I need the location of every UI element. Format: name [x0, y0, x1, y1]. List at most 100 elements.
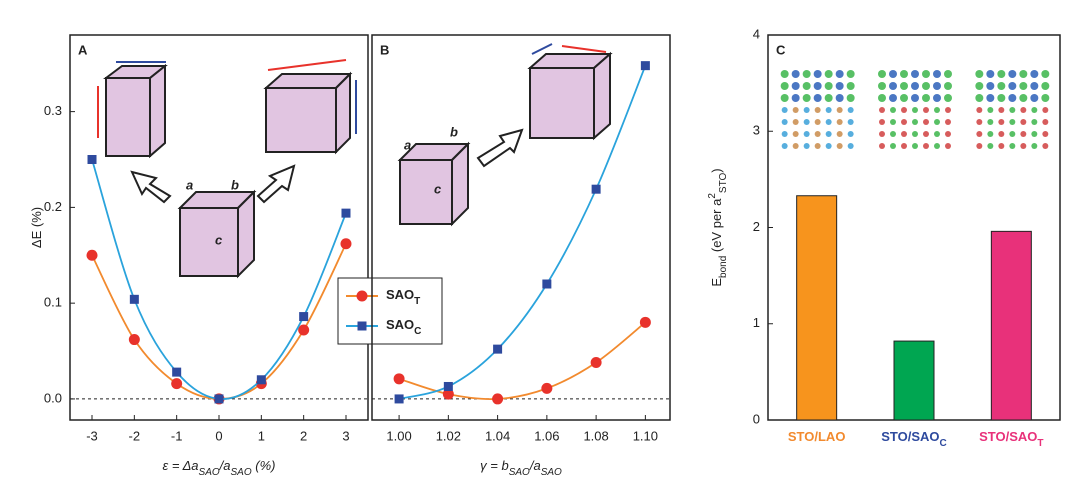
crystal-atom [1041, 70, 1050, 78]
x-axis-label-part: /a [219, 458, 231, 473]
x-tick-label: 3 [342, 428, 349, 443]
data-point [541, 382, 553, 394]
x-tick-label: -2 [129, 428, 141, 443]
crystal-atom [824, 94, 833, 102]
crystal-atom [879, 107, 885, 113]
crystal-atom [997, 82, 1006, 90]
crystal-atom [976, 119, 983, 125]
legend-name: SAO [386, 317, 414, 332]
crystal-atom [824, 70, 833, 78]
data-point [393, 373, 405, 385]
crystal-atom [781, 131, 788, 137]
y-axis-label-part: STO [718, 172, 729, 193]
crystal-atom [835, 94, 844, 102]
category-part: STO/LAO [788, 429, 846, 444]
x-tick-label: 0 [215, 428, 222, 443]
crystal-atom [987, 107, 994, 113]
crystal-atom [1042, 143, 1049, 149]
crystal-atom [890, 107, 896, 113]
crystal-atom [792, 119, 799, 125]
crystal-atom [890, 119, 896, 125]
legend-label: SAOT [386, 287, 420, 307]
crystal-atom [780, 70, 789, 78]
panel-label: A [78, 42, 88, 57]
x-axis-label-part: /a [529, 458, 541, 473]
data-point [86, 249, 98, 261]
y-tick-label: 0.1 [44, 295, 62, 310]
crystal-atom [836, 143, 843, 149]
crystal-atom [878, 82, 886, 90]
crystal-atom [803, 107, 810, 113]
category-part: STO/SAO [881, 429, 939, 444]
crystal-atom [975, 82, 984, 90]
crystal-atom [901, 107, 907, 113]
bar [893, 340, 935, 421]
crystal-atom [998, 143, 1005, 149]
crystal-atom [1042, 131, 1049, 137]
crystal-atom [944, 82, 952, 90]
data-point [493, 344, 503, 354]
crystal-atom [814, 107, 821, 113]
crystal-atom [945, 107, 951, 113]
crystal-atom [780, 82, 789, 90]
y-axis-label: Ebond (eV per a2STO) [707, 168, 729, 286]
y-axis-label-part: bond [718, 256, 729, 278]
crystal-atom [1030, 82, 1039, 90]
category-part: C [940, 438, 947, 449]
x-axis-label-part: (%) [252, 458, 276, 473]
crystal-atom [791, 82, 800, 90]
crystal-atom [847, 143, 854, 149]
x-axis-label-part: SAO [541, 467, 562, 478]
crystal-atom [1019, 82, 1028, 90]
crystal-atom [824, 82, 833, 90]
crystal-atom [945, 143, 951, 149]
data-point [340, 238, 352, 250]
crystal-atom [803, 143, 810, 149]
crystal-atom [889, 70, 897, 78]
data-point [87, 155, 97, 165]
crystal-atom [835, 70, 844, 78]
crystal-atom [987, 131, 994, 137]
crystal-atom [791, 70, 800, 78]
crystal-atom [780, 94, 789, 102]
data-point [492, 393, 504, 405]
bar [990, 230, 1032, 421]
y-tick-label: 1 [753, 315, 760, 330]
y-tick-label: 2 [753, 219, 760, 234]
crystal-atom [835, 82, 844, 90]
data-point [542, 279, 552, 289]
crystal-atom [912, 143, 918, 149]
y-tick-label: 0.3 [44, 103, 62, 118]
crystal-atom [911, 94, 919, 102]
crystal-atom [814, 131, 821, 137]
crystal-atom [802, 94, 811, 102]
y-tick-label: 0.0 [44, 390, 62, 405]
crystal-atom [997, 94, 1006, 102]
data-point [214, 394, 224, 404]
y-axis-label-part: (eV per a [709, 198, 724, 256]
crystal-atom [944, 70, 952, 78]
crystal-atom [900, 70, 908, 78]
x-tick-label: 1.06 [534, 428, 559, 443]
crystal-atom [879, 143, 885, 149]
crystal-atom [847, 107, 854, 113]
y-tick-label: 4 [753, 26, 760, 41]
crystal-atom [1030, 94, 1039, 102]
crystal-atom [836, 119, 843, 125]
crystal-atom [912, 131, 918, 137]
data-point [299, 312, 309, 322]
y-tick-label: 3 [753, 123, 760, 138]
crystal-atom [836, 131, 843, 137]
data-point [591, 184, 601, 194]
crystal-atom [1041, 94, 1050, 102]
crystal-atom [1031, 107, 1038, 113]
crystal-atom [846, 70, 855, 78]
crystal-atom [1019, 94, 1028, 102]
crystal-atom [803, 131, 810, 137]
category-part: STO/SAO [979, 429, 1037, 444]
crystal-atom [1020, 119, 1027, 125]
crystal-atom [987, 119, 994, 125]
crystal-atom [934, 143, 940, 149]
crystal-atom [933, 94, 941, 102]
crystal-atom [900, 94, 908, 102]
